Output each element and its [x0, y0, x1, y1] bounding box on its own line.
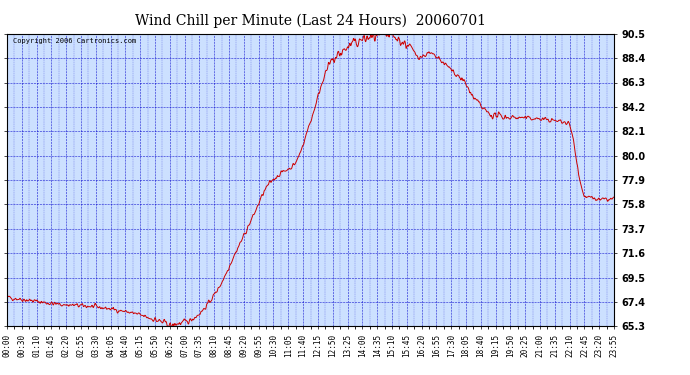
Text: Copyright 2006 Cartronics.com: Copyright 2006 Cartronics.com	[13, 38, 136, 44]
Text: Wind Chill per Minute (Last 24 Hours)  20060701: Wind Chill per Minute (Last 24 Hours) 20…	[135, 13, 486, 27]
